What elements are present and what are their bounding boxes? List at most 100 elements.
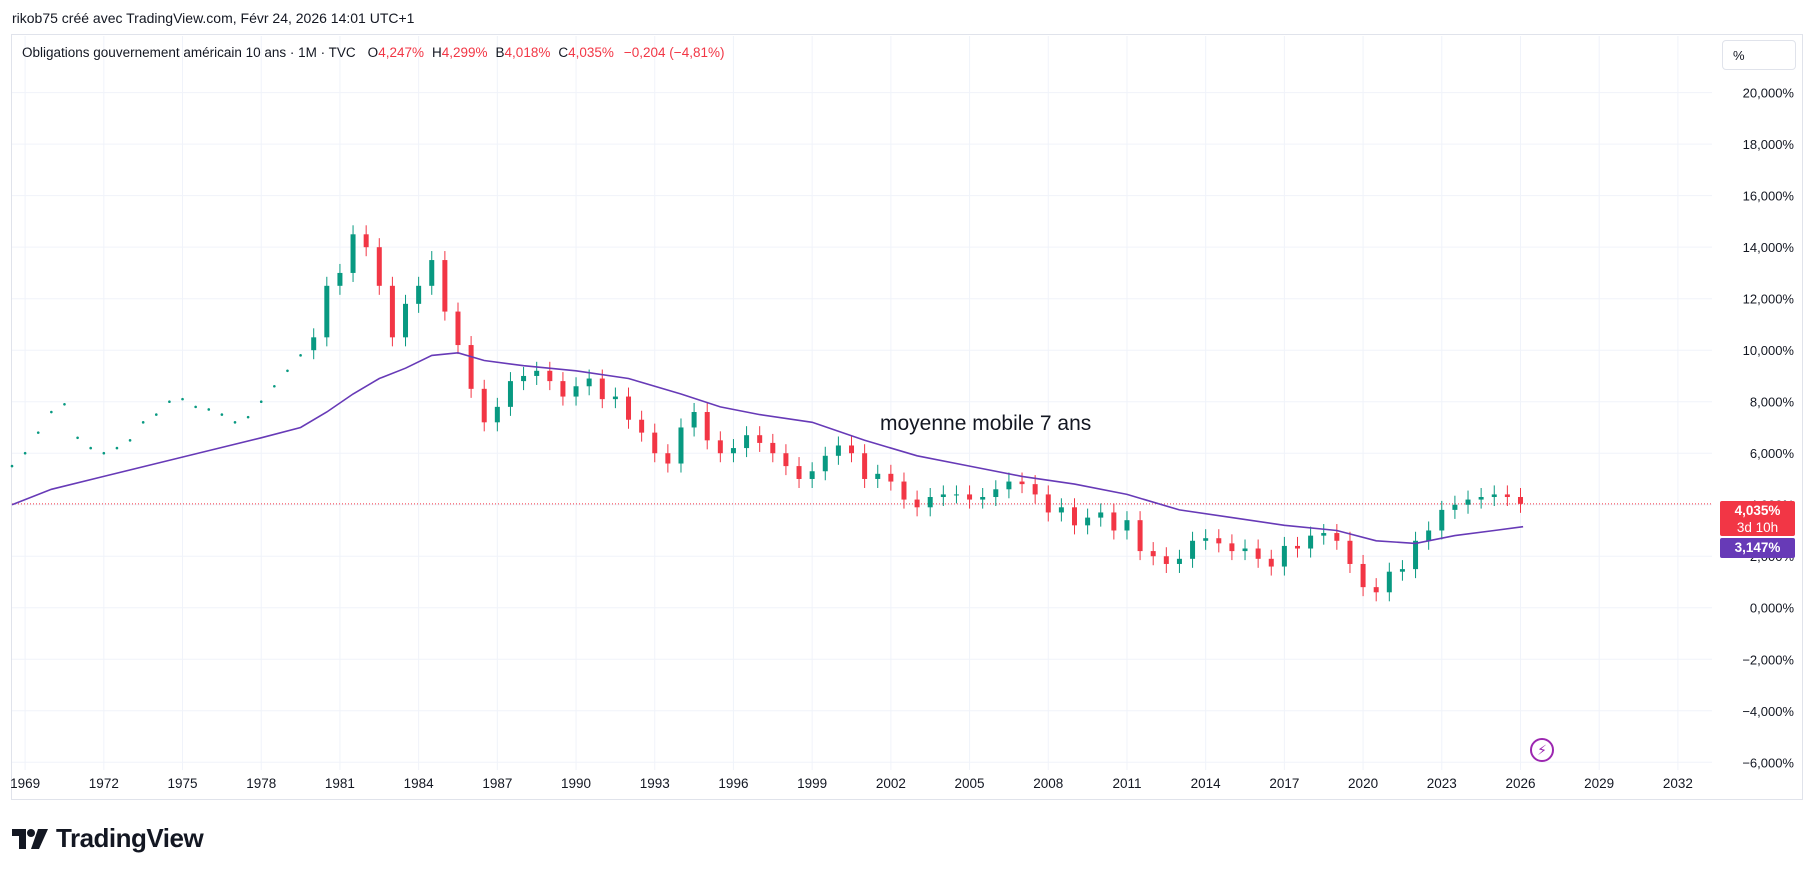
- yield-dot: [23, 451, 27, 455]
- candle: [1413, 531, 1419, 579]
- candle-body: [337, 272, 343, 286]
- candle-body: [599, 378, 605, 400]
- x-tick-label: 1984: [404, 776, 435, 791]
- y-tick-label: 6,000%: [1750, 446, 1795, 461]
- x-tick-label: 1981: [325, 776, 355, 791]
- yield-dot: [89, 446, 93, 450]
- candle-body: [849, 445, 855, 454]
- candle-body: [1072, 507, 1077, 526]
- x-tick-label: 1999: [797, 776, 827, 791]
- x-tick-label: 2020: [1348, 776, 1378, 791]
- candle: [875, 464, 881, 488]
- candle-body: [770, 442, 776, 454]
- candle-body: [953, 494, 959, 496]
- candle: [429, 251, 435, 295]
- unit-toggle-button[interactable]: %: [1722, 40, 1796, 70]
- legend-low-label: B: [495, 45, 505, 60]
- candle-body: [1006, 481, 1012, 490]
- candle: [612, 387, 618, 409]
- yield-dot: [50, 410, 53, 414]
- candle: [1491, 485, 1497, 507]
- x-tick-label: 2008: [1033, 776, 1063, 791]
- candle: [1006, 472, 1012, 499]
- candle: [1124, 511, 1130, 540]
- candle-body: [1150, 551, 1156, 557]
- candle: [363, 225, 369, 257]
- chart-frame[interactable]: [11, 34, 1803, 800]
- tradingview-logo[interactable]: TradingView: [12, 823, 204, 854]
- candle-body: [1399, 569, 1405, 572]
- candle-body: [1360, 563, 1366, 588]
- candle-body: [1085, 517, 1091, 526]
- x-tick-label: 2017: [1269, 776, 1299, 791]
- candle: [1190, 531, 1196, 568]
- candle: [455, 302, 461, 355]
- candle: [416, 276, 422, 313]
- y-tick-label: −2,000%: [1742, 652, 1794, 667]
- candle: [573, 377, 579, 406]
- yield-dot: [128, 439, 132, 442]
- candle: [534, 361, 540, 385]
- candle-body: [704, 412, 710, 441]
- candle: [1399, 560, 1405, 581]
- candle-body: [468, 345, 474, 389]
- candle-body: [1268, 558, 1274, 567]
- candle-body: [481, 388, 487, 423]
- candle: [901, 472, 907, 509]
- chart-legend[interactable]: Obligations gouvernement américain 10 an…: [22, 45, 724, 60]
- legend-symbol: Obligations gouvernement américain 10 an…: [22, 45, 356, 60]
- yield-dot: [207, 408, 211, 411]
- candle-body: [652, 432, 658, 454]
- candle: [1098, 503, 1104, 527]
- candle: [1308, 526, 1314, 558]
- candle: [757, 426, 763, 452]
- candle-body: [1308, 535, 1314, 549]
- candle-body: [1163, 556, 1169, 564]
- candle-body: [1032, 484, 1038, 495]
- candle-body: [1413, 540, 1419, 570]
- x-tick-label: 2023: [1427, 776, 1457, 791]
- y-tick-label: 0,000%: [1750, 601, 1795, 616]
- lightning-icon[interactable]: ⚡: [1530, 738, 1554, 762]
- legend-open-label: O: [367, 45, 379, 60]
- candle: [1360, 554, 1366, 597]
- candle: [1229, 534, 1235, 561]
- candle: [744, 426, 750, 458]
- candle-body: [901, 481, 907, 500]
- candle-body: [1281, 545, 1287, 567]
- y-tick-label: −6,000%: [1742, 755, 1794, 770]
- candle: [1386, 562, 1392, 602]
- legend-change: −0,204 (−4,81%): [623, 45, 725, 60]
- candle: [1203, 529, 1209, 550]
- candle: [547, 361, 553, 391]
- y-tick-label: 20,000%: [1743, 86, 1795, 101]
- y-tick-label: 10,000%: [1743, 343, 1795, 358]
- yield-dot: [115, 446, 119, 450]
- last-close-badge: 4,035%: [1720, 501, 1795, 520]
- candle-body: [691, 412, 697, 428]
- candle: [914, 490, 920, 517]
- candle: [1504, 485, 1510, 507]
- grid-lines: [12, 36, 1712, 770]
- candle-body: [586, 378, 592, 387]
- candle-body: [429, 260, 435, 286]
- candle: [770, 433, 776, 463]
- candle: [862, 444, 868, 488]
- candle-body: [835, 445, 841, 456]
- candle-body: [1373, 587, 1379, 593]
- candle-body: [744, 435, 750, 449]
- candle-body: [757, 435, 763, 443]
- candle: [521, 366, 527, 391]
- y-axis-ticks: 20,000% 18,000% 16,000% 14,000% 12,000% 10,00…: [1742, 86, 1794, 771]
- candle-body: [1111, 512, 1117, 531]
- candle-body: [612, 396, 618, 400]
- candle-body: [1452, 504, 1458, 510]
- candle-body: [1137, 520, 1143, 552]
- candle: [1426, 521, 1432, 550]
- candle-body: [914, 499, 920, 508]
- candle-body: [389, 285, 395, 338]
- moving-average-badge: 3,147%: [1720, 538, 1795, 558]
- candle: [809, 462, 815, 488]
- candle: [507, 372, 513, 416]
